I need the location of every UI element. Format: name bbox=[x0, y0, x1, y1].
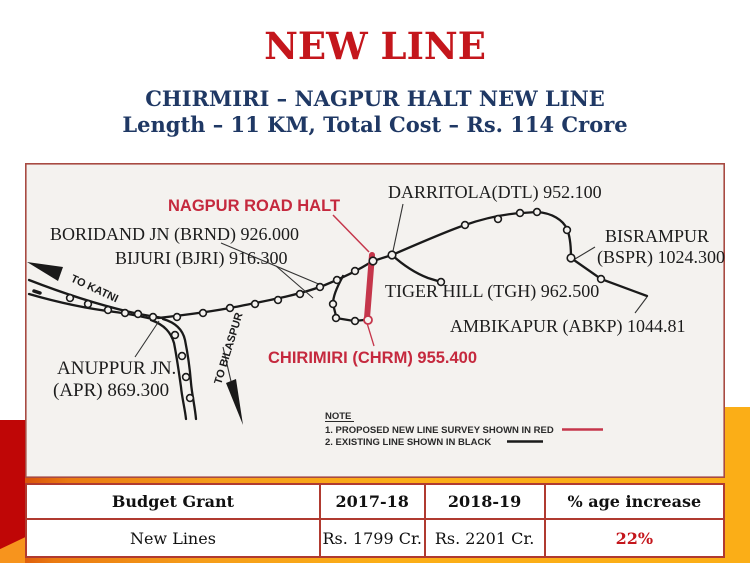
header-2018-19: 2018-19 bbox=[423, 483, 546, 520]
station-label-anuppur-2: (APR) 869.300 bbox=[53, 380, 169, 401]
budget-table: Budget Grant 2017-18 2018-19 % age incre… bbox=[25, 483, 726, 558]
header-2017-18: 2017-18 bbox=[318, 483, 426, 520]
station-label-darritola: DARRITOLA(DTL) 952.100 bbox=[388, 182, 602, 203]
cell-2017-amount: Rs. 1799 Cr. bbox=[318, 518, 426, 558]
railway-map-svg: BORIDAND JN (BRND) 926.000 BIJURI (BJRI)… bbox=[25, 163, 725, 478]
station-label-nagpur-road-halt: NAGPUR ROAD HALT bbox=[168, 197, 340, 215]
header-age-increase: % age increase bbox=[543, 483, 726, 520]
note-heading: NOTE bbox=[325, 411, 351, 422]
to-katni-arrow bbox=[27, 262, 63, 281]
station-label-ambikapur: AMBIKAPUR (ABKP) 1044.81 bbox=[450, 316, 686, 337]
header-budget-grant: Budget Grant bbox=[25, 483, 321, 520]
note-line1: 1. PROPOSED NEW LINE SURVEY SHOWN IN RED bbox=[325, 425, 554, 436]
map-note: NOTE 1. PROPOSED NEW LINE SURVEY SHOWN I… bbox=[325, 411, 603, 448]
budget-table-data-row: New Lines Rs. 1799 Cr. Rs. 2201 Cr. 22% bbox=[25, 518, 726, 558]
map-border bbox=[25, 163, 725, 478]
railway-map: BORIDAND JN (BRND) 926.000 BIJURI (BJRI)… bbox=[25, 163, 725, 478]
page-title: NEW LINE bbox=[264, 24, 486, 68]
station-label-bisrampur-2: (BSPR) 1024.300 bbox=[597, 247, 725, 268]
station-label-anuppur-1: ANUPPUR JN. bbox=[57, 358, 176, 379]
subtitle-line1: CHIRMIRI – NAGPUR HALT NEW LINE bbox=[145, 86, 605, 111]
chirimiri-station-marker bbox=[363, 315, 373, 325]
left-red-strip bbox=[0, 420, 25, 556]
cell-2018-amount: Rs. 2201 Cr. bbox=[423, 518, 546, 558]
proposed-new-line bbox=[364, 252, 375, 321]
station-label-bisrampur-1: BISRAMPUR bbox=[605, 226, 709, 246]
to-bilaspur-arrow bbox=[226, 379, 243, 425]
nagpur-halt-leader bbox=[332, 214, 370, 253]
station-markers bbox=[65, 207, 606, 403]
station-label-bijuri: BIJURI (BJRI) 916.300 bbox=[115, 248, 288, 269]
subtitle-line2: Length – 11 KM, Total Cost – Rs. 114 Cro… bbox=[122, 112, 628, 137]
slide-subtitle: CHIRMIRI – NAGPUR HALT NEW LINE Length –… bbox=[0, 86, 750, 138]
station-label-boridand: BORIDAND JN (BRND) 926.000 bbox=[50, 224, 299, 245]
cell-new-lines: New Lines bbox=[25, 518, 321, 558]
cell-percent-increase: 22% bbox=[543, 518, 726, 558]
station-label-tiger-hill: TIGER HILL (TGH) 962.500 bbox=[385, 281, 599, 302]
chirimiri-leader bbox=[366, 322, 375, 347]
station-label-chirimiri: CHIRIMIRI (CHRM) 955.400 bbox=[268, 349, 477, 367]
budget-table-header-row: Budget Grant 2017-18 2018-19 % age incre… bbox=[25, 483, 726, 520]
note-line2: 2. EXISTING LINE SHOWN IN BLACK bbox=[325, 437, 491, 448]
